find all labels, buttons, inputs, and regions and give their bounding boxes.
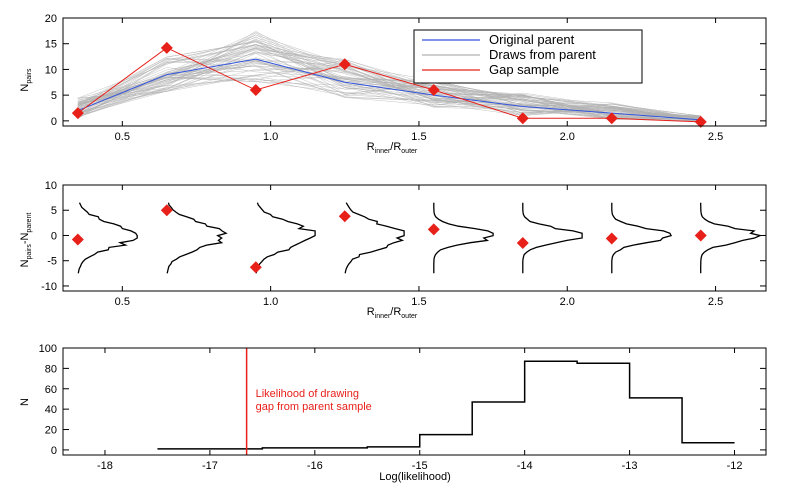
top-xlabel: Rinner/Router [367,141,418,155]
residual-marker [605,232,618,245]
gap-marker [249,84,262,96]
residual-marker [71,233,84,246]
middle-xlabel: Rinner/Router [367,306,418,320]
annotation-line-1: Likelihood of drawing [256,388,359,400]
draw-line [77,53,701,120]
gap-marker [694,115,707,128]
bottom-ylabel: N [19,398,31,406]
gap-marker [338,58,351,71]
gap-marker [160,41,173,54]
gap-sample-markers [71,41,707,128]
bottom-ytick-label: 0 [51,445,57,457]
top-ylabel: Npairs [19,68,33,92]
distribution-curve [433,202,494,274]
top-xtick-label: 1.5 [411,131,426,143]
draw-line [77,75,701,121]
top-panel: 0.5 1.0 1.5 2.0 2.5 0 5 10 15 20 Original parent … [19,13,767,155]
gap-minus-parent-markers [71,204,707,274]
legend-gap-label: Gap sample [489,62,559,77]
gap-marker [605,112,618,125]
residual-marker [338,210,351,223]
draw-line [77,78,701,117]
bottom-panel: Likelihood of drawing gap from parent sa… [19,343,767,483]
middle-xtick-label: 0.5 [115,296,130,308]
residual-marker [516,237,529,250]
residual-marker [427,223,440,236]
top-ytick-label: 20 [45,13,57,25]
draw-line [77,51,701,118]
distribution-curve [255,202,316,274]
top-xtick-label: 1.0 [263,131,278,143]
residual-marker [694,229,707,242]
middle-xtick-label: 1.5 [411,296,426,308]
distribution-curve [700,202,763,274]
bottom-xtick-label: -13 [622,460,638,472]
annotation-line-2: gap from parent sample [256,401,372,413]
legend-draws-label: Draws from parent [489,47,596,62]
gap-marker [516,112,529,125]
top-ytick-label: 5 [51,90,57,102]
draw-line [77,43,701,121]
bottom-ytick-label: 60 [45,384,57,396]
bottom-xtick-label: -14 [517,460,533,472]
legend-box [413,29,643,84]
bottom-xtick-label: -12 [727,460,743,472]
top-xtick-label: 0.5 [115,131,130,143]
bottom-ytick-label: 80 [45,363,57,375]
draw-line [77,44,701,122]
original-parent-line [77,58,701,121]
gap-marker [427,84,440,96]
gap-sample-line [77,47,701,123]
middle-axes-frame [62,184,767,292]
middle-ytick-label: -5 [47,256,57,268]
draw-line [77,51,701,120]
top-ytick-label: 15 [45,39,57,51]
draw-line [77,62,701,117]
legend-parent-label: Original parent [489,32,575,47]
middle-ticks: 0.5 1.0 1.5 2.0 2.5 -10 -5 0 5 10 [41,180,766,308]
bottom-xtick-label: -15 [412,460,428,472]
draw-line [77,32,701,121]
draw-line [77,67,701,121]
middle-panel: 0.5 1.0 1.5 2.0 2.5 -10 -5 0 5 10 Rinner/Router N… [19,180,767,320]
middle-ytick-label: 0 [51,230,57,242]
residual-marker [249,261,262,274]
draw-line [77,77,701,119]
middle-ylabel: Npairs-Nparent [19,213,33,268]
top-xtick-label: 2.0 [560,131,575,143]
distribution-curve [77,202,138,274]
distribution-curve [166,202,228,274]
bottom-ticks: -18 -17 -16 -15 -14 -13 -12 0 20 40 60 80 100 [39,343,766,472]
draw-distributions [77,202,763,274]
bottom-ytick-label: 100 [39,343,57,355]
distribution-curve [522,202,583,274]
middle-ytick-label: -10 [41,281,57,293]
middle-xtick-label: 2.0 [560,296,575,308]
draw-line [77,38,701,120]
top-axes-frame [62,17,767,127]
middle-ytick-label: 10 [45,180,57,192]
gap-marker [71,107,84,120]
top-xtick-label: 2.5 [708,131,723,143]
middle-xtick-label: 1.0 [263,296,278,308]
likelihood-histogram [157,360,735,450]
bottom-xtick-label: -17 [202,460,218,472]
bottom-ytick-label: 40 [45,404,57,416]
residual-marker [160,204,173,217]
bottom-ytick-label: 20 [45,425,57,437]
top-ticks: 0.5 1.0 1.5 2.0 2.5 0 5 10 15 20 [45,13,766,143]
top-ytick-label: 0 [51,116,57,128]
bottom-xlabel: Log(likelihood) [379,471,451,483]
legend: Original parent Draws from parent Gap sa… [413,29,643,84]
bottom-axes-frame [62,347,767,456]
middle-ytick-label: 5 [51,205,57,217]
top-ytick-label: 10 [45,64,57,76]
middle-xtick-label: 2.5 [708,296,723,308]
distribution-curve [344,202,405,274]
distribution-curve [611,202,673,274]
bottom-xtick-label: -16 [307,460,323,472]
draw-line [77,65,701,121]
bottom-xtick-label: -18 [97,460,113,472]
